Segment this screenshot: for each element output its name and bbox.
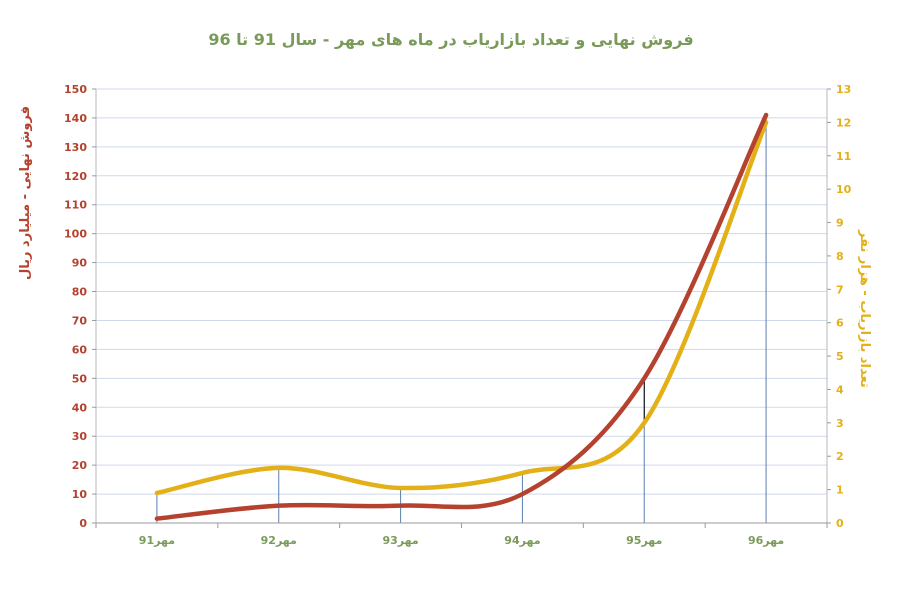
y2-tick-label: 8 (836, 250, 844, 263)
y1-tick-label: 90 (72, 257, 88, 270)
y1-tick-label: 140 (64, 112, 87, 125)
y2-tick-label: 2 (836, 450, 844, 463)
y1-tick-label: 120 (64, 170, 87, 183)
y1-tick-label: 40 (72, 401, 88, 414)
y1-tick-label: 0 (79, 517, 87, 530)
y1-tick-label: 70 (72, 314, 88, 327)
x-tick-label: مهر92 (261, 534, 297, 547)
x-ticks: مهر91 مهر92 مهر93 مهر94 مهر95 مهر96 (139, 534, 784, 547)
y1-ticks: 0 10 20 30 40 50 60 70 80 90 100 110 120 130 140 150 (64, 83, 96, 530)
y1-tick-label: 20 (72, 459, 88, 472)
y1-tick-label: 80 (72, 286, 88, 299)
x-tick-label: مهر95 (626, 534, 662, 547)
grid-lines (96, 88, 827, 495)
y1-tick-label: 110 (64, 199, 87, 212)
series-line-count (154, 120, 769, 496)
category-drop-lines (156, 115, 767, 523)
y2-tick-label: 9 (836, 217, 844, 230)
y2-tick-label: 1 (836, 484, 844, 497)
y2-tick-label: 13 (836, 83, 851, 96)
series-line-sales (154, 112, 769, 521)
y1-tick-label: 100 (64, 228, 87, 241)
x-tick-label: مهر93 (382, 534, 418, 547)
y2-tick-label: 10 (836, 183, 852, 196)
y2-tick-label: 12 (836, 116, 851, 129)
y1-tick-label: 60 (72, 343, 88, 356)
y1-tick-label: 50 (72, 372, 88, 385)
x-tick-label: مهر91 (139, 534, 175, 547)
axes (95, 89, 828, 528)
y2-tick-label: 6 (836, 317, 844, 330)
y1-tick-label: 10 (72, 488, 88, 501)
y2-tick-label: 11 (836, 150, 851, 163)
chart-title: فروش نهایی و تعداد بازاریاب در ماه های م… (208, 30, 694, 49)
y2-tick-label: 4 (836, 383, 844, 396)
x-tick-label: مهر96 (748, 534, 784, 547)
x-tick-label: مهر94 (504, 534, 540, 547)
y2-tick-label: 3 (836, 417, 844, 430)
series-lines (154, 112, 769, 521)
y1-tick-label: 30 (72, 430, 88, 443)
y1-tick-label: 150 (64, 83, 87, 96)
y2-tick-label: 0 (836, 517, 844, 530)
y2-tick-label: 5 (836, 350, 844, 363)
y2-tick-label: 7 (836, 283, 844, 296)
y1-tick-label: 130 (64, 141, 87, 154)
